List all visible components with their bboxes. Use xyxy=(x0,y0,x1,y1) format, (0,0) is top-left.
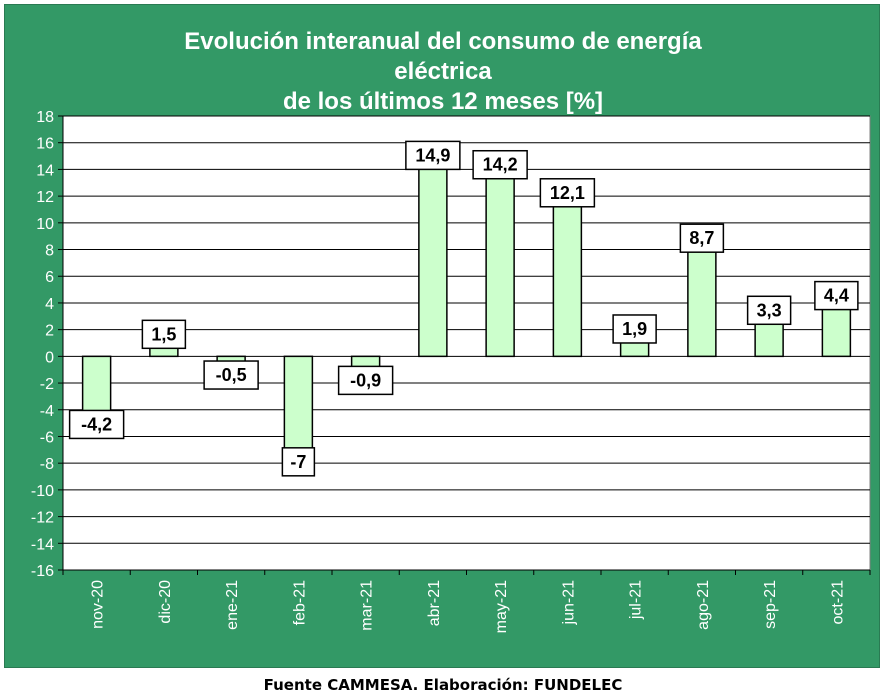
y-tick-label: 2 xyxy=(45,323,54,340)
x-tick-label: ago-21 xyxy=(695,580,712,630)
data-label: 1,5 xyxy=(151,324,176,344)
y-tick-label: 8 xyxy=(45,243,54,260)
y-tick-label: 4 xyxy=(45,296,54,313)
data-label: 4,4 xyxy=(824,286,849,306)
y-tick-label: -10 xyxy=(31,483,54,500)
bar xyxy=(687,239,717,358)
y-tick-label: -6 xyxy=(40,429,54,446)
data-label: -0,5 xyxy=(216,365,247,385)
x-tick-label: dic-20 xyxy=(157,580,174,624)
data-label: -0,9 xyxy=(350,370,381,390)
plot-area xyxy=(62,115,871,571)
data-label-box xyxy=(539,178,596,208)
bar xyxy=(418,156,448,358)
data-label: 1,9 xyxy=(622,319,647,339)
y-tick-label: 10 xyxy=(36,216,54,233)
data-label: 14,2 xyxy=(483,155,518,175)
x-tick-label: mar-21 xyxy=(359,580,376,631)
data-label: -7 xyxy=(290,452,306,472)
source-note: Fuente CAMMESA. Elaboración: FUNDELEC xyxy=(263,676,623,694)
data-label-box xyxy=(405,140,461,171)
x-tick-label: sep-21 xyxy=(762,580,779,629)
bar xyxy=(485,165,515,358)
data-label-box xyxy=(141,319,187,350)
y-tick-label: 18 xyxy=(36,109,54,126)
x-tick-label: nov-20 xyxy=(90,580,107,629)
chart-title: Evolución interanual del consumo de ener… xyxy=(5,27,881,117)
y-tick-label: -8 xyxy=(40,456,54,473)
x-tick-label: may-21 xyxy=(493,580,510,633)
y-tick-label: 0 xyxy=(45,349,54,366)
data-label-box xyxy=(203,360,259,390)
data-label: -4,2 xyxy=(81,414,112,434)
data-label: 8,7 xyxy=(689,228,714,248)
y-tick-label: -14 xyxy=(31,536,54,553)
chart-title-line-2: eléctrica xyxy=(394,58,492,85)
y-tick-label: -12 xyxy=(31,510,54,527)
bar xyxy=(81,355,112,414)
chart-title-line-1: Evolución interanual del consumo de ener… xyxy=(184,28,702,55)
y-tick-label: 16 xyxy=(36,136,54,153)
x-tick-label: abr-21 xyxy=(426,580,443,626)
data-label-box xyxy=(68,409,125,440)
data-label-box xyxy=(612,314,657,344)
x-axis: nov-20 dic-20 ene-21 feb-21 mar-21 abr-21 may-… xyxy=(62,569,871,633)
y-tick-label: 14 xyxy=(36,162,54,179)
y-tick-label: 12 xyxy=(36,189,54,206)
y-axis: 18 16 14 12 10 8 6 4 2 0 -2 -4 -6 -8 -10 -12 -14 -16 xyxy=(31,109,64,580)
x-tick-label: feb-21 xyxy=(291,580,308,625)
y-tick-label: -16 xyxy=(31,563,54,580)
x-tick-label: jun-21 xyxy=(560,580,577,626)
data-label-box xyxy=(746,295,792,326)
bar xyxy=(283,355,314,451)
data-label-box xyxy=(679,223,725,253)
x-tick-label: jul-21 xyxy=(628,580,645,620)
data-label-box xyxy=(472,149,528,180)
y-tick-label: -4 xyxy=(40,403,54,420)
y-tick-label: -2 xyxy=(40,376,54,393)
data-label: 3,3 xyxy=(757,300,782,320)
data-labels: -4,2 1,5 -0,5 -7 -0,9 14,9 14,2 12,1 1,9 8,7 3,3 4,… xyxy=(68,140,859,477)
data-label: 14,9 xyxy=(415,145,450,165)
chart-title-line-3: de los últimos 12 meses [%] xyxy=(282,88,604,115)
gridlines xyxy=(63,115,870,571)
data-label-box xyxy=(337,365,394,396)
y-tick-label: 6 xyxy=(45,269,54,286)
x-tick-label: oct-21 xyxy=(829,580,846,625)
data-label-box xyxy=(281,447,316,477)
bar xyxy=(552,194,583,358)
x-tick-label: ene-21 xyxy=(224,580,241,630)
data-label-box xyxy=(814,280,859,311)
data-label: 12,1 xyxy=(550,183,585,203)
